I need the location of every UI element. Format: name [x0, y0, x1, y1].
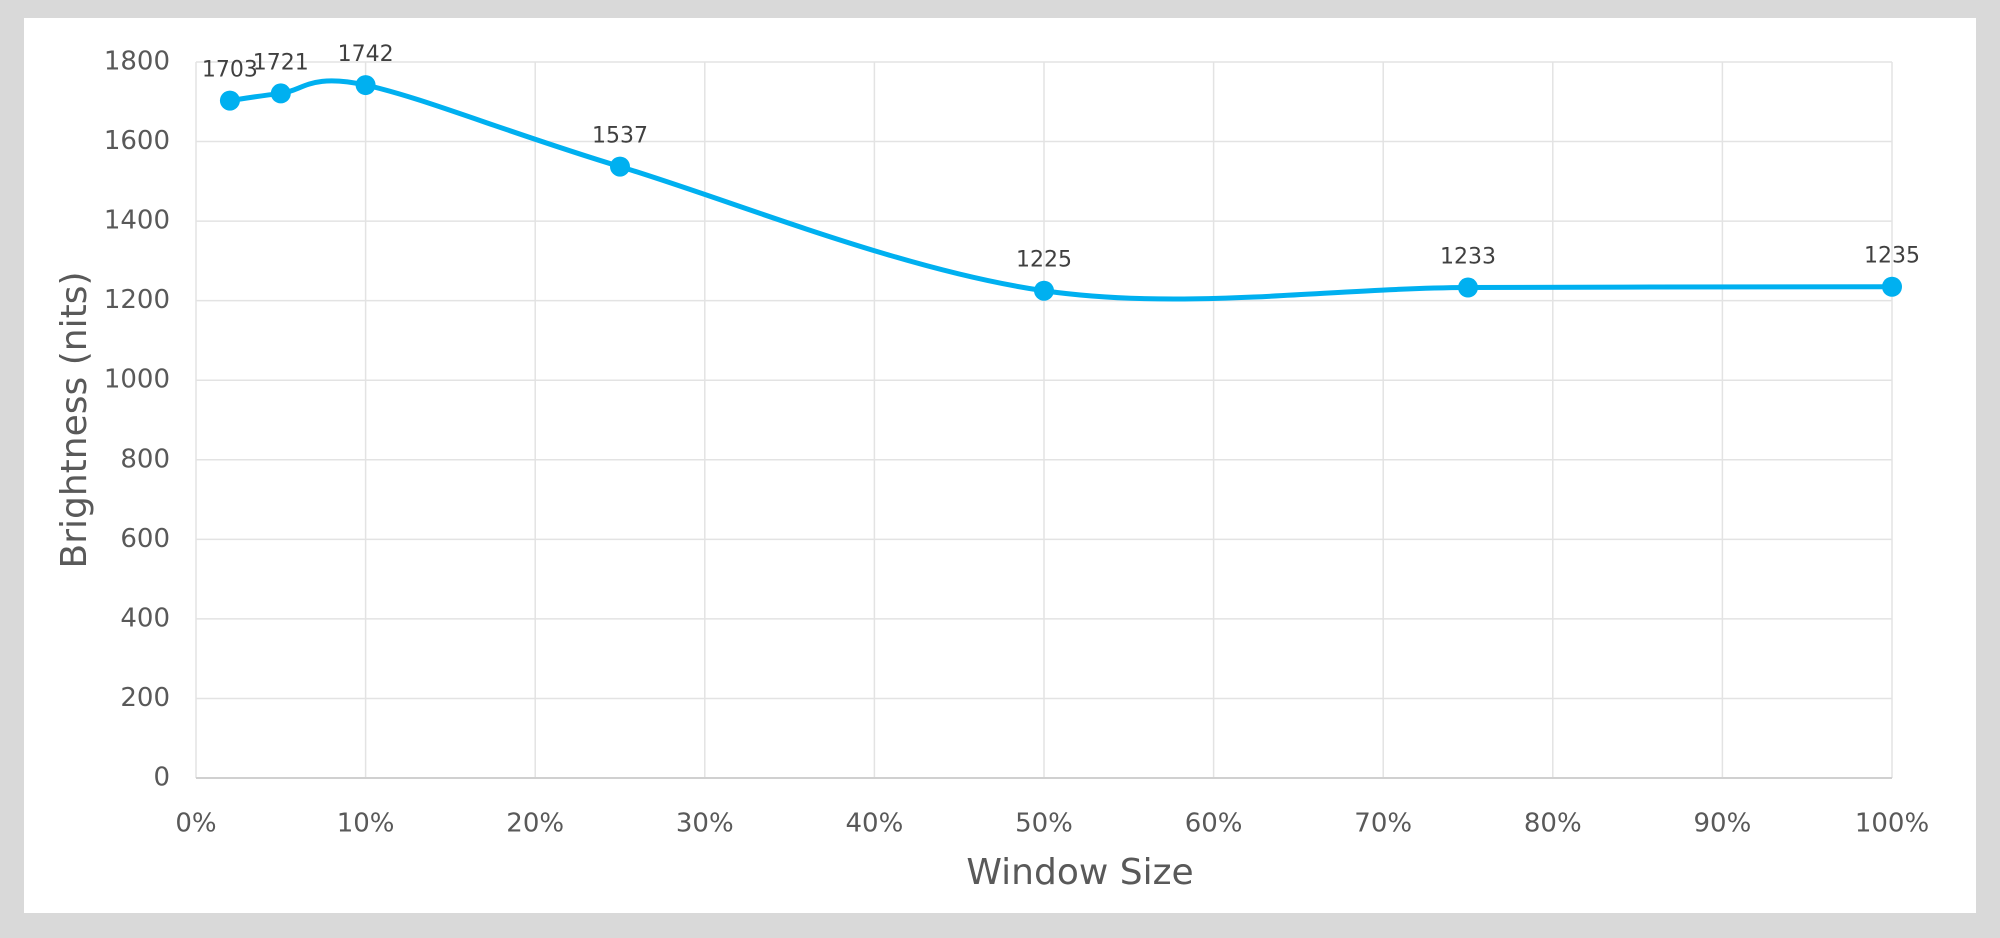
y-tick-label: 1400: [104, 206, 170, 236]
data-label: 1537: [592, 124, 648, 149]
point: [270, 83, 291, 104]
data-label: 1703: [202, 58, 258, 83]
x-tick-label: 0%: [175, 809, 216, 839]
x-tick-label: 10%: [337, 809, 395, 839]
data-label: 1233: [1440, 245, 1496, 270]
x-tick-label: 20%: [506, 809, 564, 839]
y-tick-label: 1600: [104, 126, 170, 156]
point: [219, 90, 240, 111]
data-label: 1225: [1016, 248, 1072, 273]
point: [1458, 277, 1478, 298]
point: [355, 75, 376, 96]
y-tick-label: 600: [120, 524, 170, 554]
x-tick-label: 50%: [1015, 809, 1073, 839]
x-axis-title: Window Size: [966, 852, 1193, 893]
data-label: 1235: [1864, 244, 1920, 269]
x-tick-label: 30%: [676, 809, 734, 839]
y-tick-label: 1200: [104, 285, 170, 315]
x-tick-label: 70%: [1354, 809, 1412, 839]
y-tick-label: 800: [120, 444, 170, 474]
x-tick-label: 100%: [1855, 809, 1929, 839]
y-tick-label: 0: [153, 763, 170, 793]
y-tick-label: 1800: [104, 47, 170, 77]
y-tick-label: 400: [120, 603, 170, 633]
data-label: 1742: [338, 42, 394, 67]
y-tick-label: 200: [120, 683, 170, 713]
data-label: 1721: [253, 50, 309, 75]
x-tick-label: 90%: [1694, 809, 1752, 839]
point: [1034, 280, 1054, 301]
x-tick-label: 40%: [846, 809, 904, 839]
line: [229, 78, 1893, 302]
point: [1882, 276, 1902, 297]
y-axis-title: Brightness (nits): [54, 272, 95, 569]
y-tick-label: 1000: [104, 365, 170, 395]
chart-panel: [24, 18, 1976, 913]
point: [610, 156, 630, 177]
x-tick-label: 60%: [1185, 809, 1243, 839]
x-tick-label: 80%: [1524, 809, 1582, 839]
